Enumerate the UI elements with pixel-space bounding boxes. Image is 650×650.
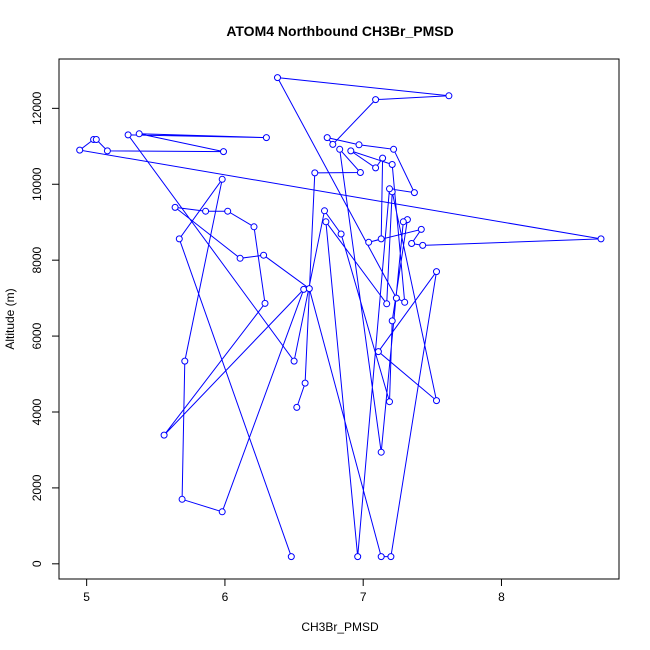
x-axis-label: CH3Br_PMSD: [301, 620, 379, 634]
x-tick-label: 5: [83, 590, 90, 604]
data-point: [262, 134, 270, 142]
data-point: [383, 300, 391, 308]
data-point: [388, 161, 396, 168]
data-point: [386, 185, 393, 193]
data-point: [260, 251, 268, 259]
data-point: [372, 96, 380, 104]
data-point: [354, 553, 362, 561]
data-point: [124, 131, 132, 139]
data-point: [399, 218, 407, 226]
data-point: [301, 379, 309, 387]
data-point: [388, 317, 396, 325]
data-point: [377, 235, 385, 243]
data-point: [355, 141, 363, 149]
plot-frame: [58, 58, 620, 580]
data-point: [178, 495, 186, 503]
data-point: [323, 134, 331, 142]
x-tick-label: 8: [498, 590, 505, 604]
data-point: [386, 398, 393, 406]
data-point: [171, 203, 179, 211]
data-point: [135, 130, 143, 138]
x-tick-label: 6: [222, 590, 229, 604]
x-axis: 5 6 7 8: [83, 578, 505, 604]
y-axis-label: Altitude (m): [3, 288, 17, 349]
data-point: [305, 285, 313, 293]
data-point: [390, 145, 398, 153]
data-point: [290, 357, 298, 365]
data-point: [92, 136, 100, 143]
data-point: [218, 508, 226, 516]
y-axis: 0 2000 4000 6000 8000 10000 12000: [30, 91, 60, 567]
data-point: [181, 357, 189, 365]
data-point: [218, 175, 226, 183]
data-point: [372, 164, 380, 172]
y-tick-label: 10000: [30, 167, 44, 201]
data-point: [392, 294, 400, 302]
data-point: [365, 238, 373, 246]
data-point: [417, 225, 425, 233]
data-point: [250, 223, 258, 231]
data-point: [220, 148, 227, 156]
data-point: [347, 147, 355, 155]
data-layer: [76, 74, 605, 561]
chart-title: ATOM4 Northbound CH3Br_PMSD: [226, 23, 453, 39]
data-point: [419, 241, 427, 249]
data-point: [329, 140, 337, 148]
data-point: [387, 553, 395, 561]
data-point: [300, 285, 308, 293]
data-point: [374, 348, 382, 356]
y-tick-label: 0: [30, 560, 44, 567]
data-point: [410, 189, 418, 197]
data-point: [401, 298, 409, 306]
data-point: [433, 268, 440, 276]
y-tick-label: 4000: [30, 398, 44, 425]
y-tick-label: 8000: [30, 246, 44, 273]
x-tick-label: 7: [360, 590, 367, 604]
data-point: [293, 403, 301, 411]
data-point: [433, 397, 440, 405]
data-point: [408, 240, 416, 247]
data-point: [287, 553, 295, 561]
data-point: [336, 145, 344, 153]
data-point: [379, 154, 387, 162]
y-tick-label: 12000: [30, 91, 44, 125]
data-point: [322, 218, 330, 226]
y-tick-label: 6000: [30, 322, 44, 349]
data-point: [175, 235, 183, 243]
data-point: [274, 74, 281, 82]
data-point: [261, 299, 269, 307]
data-point: [321, 207, 328, 215]
data-point: [445, 92, 453, 100]
data-point: [377, 448, 385, 456]
data-point: [356, 169, 364, 176]
data-point: [103, 147, 111, 155]
y-tick-label: 2000: [30, 474, 44, 501]
data-point: [224, 207, 232, 215]
data-point: [160, 431, 168, 439]
data-point: [236, 254, 244, 262]
data-point: [202, 207, 210, 215]
data-point: [377, 553, 385, 561]
data-point: [337, 230, 345, 238]
data-point: [76, 146, 84, 154]
data-point: [311, 169, 319, 177]
data-point: [597, 235, 605, 243]
